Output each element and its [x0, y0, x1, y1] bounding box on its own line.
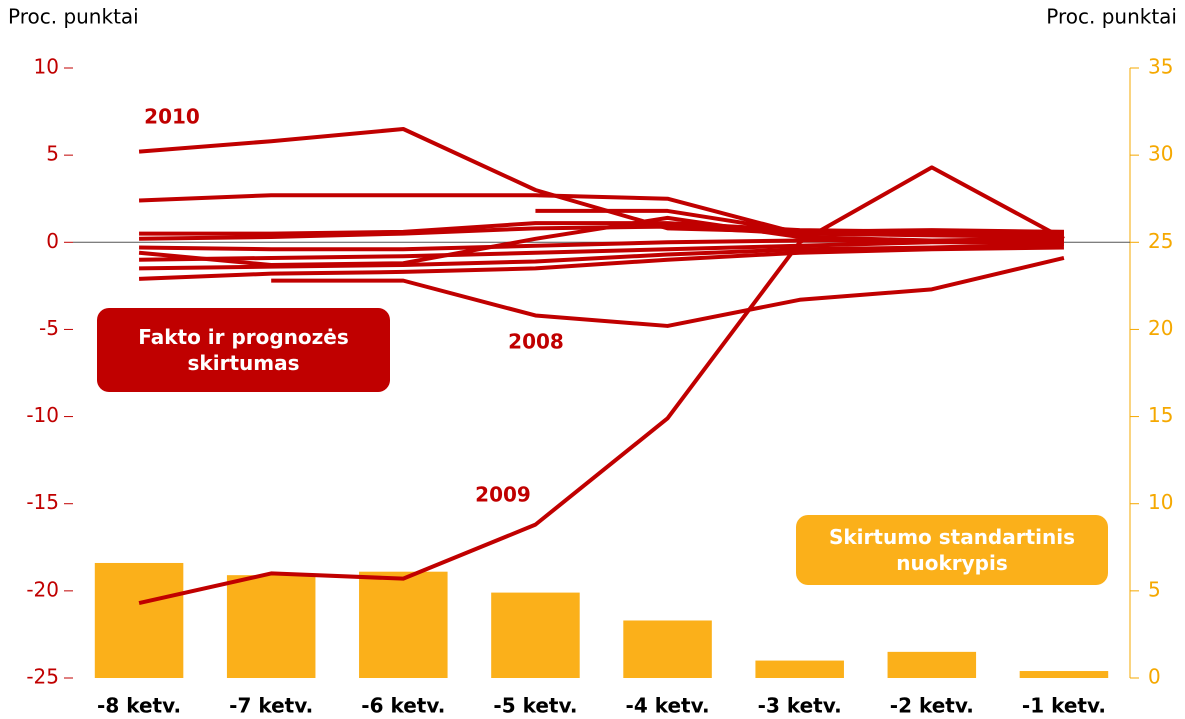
- annotation: 2008: [508, 330, 564, 354]
- y-tick-label: -20: [26, 577, 59, 601]
- y2-tick-label: 35: [1148, 55, 1173, 79]
- y-axis-label: Proc. punktai: [8, 5, 139, 29]
- annotation: 2010: [144, 105, 200, 129]
- x-tick-label: -7 ketv.: [229, 694, 313, 718]
- x-tick-label: -4 ketv.: [626, 694, 710, 718]
- y-tick-label: 5: [46, 142, 59, 166]
- x-tick-label: -5 ketv.: [493, 694, 577, 718]
- annotation: 2009: [475, 483, 531, 507]
- bar: [623, 620, 712, 678]
- y2-tick-label: 10: [1148, 490, 1173, 514]
- line: [139, 242, 1064, 271]
- y-tick-label: -10: [26, 403, 59, 427]
- y2-tick-label: 5: [1148, 577, 1161, 601]
- bar: [359, 571, 448, 678]
- line: [139, 240, 1064, 262]
- bar: [887, 651, 977, 678]
- line: [138, 165, 1065, 606]
- y-tick-label: 10: [34, 55, 59, 79]
- bar: [94, 562, 184, 678]
- y2-tick-label: 30: [1148, 142, 1173, 166]
- bar: [226, 575, 316, 678]
- y-tick-label: -25: [26, 665, 59, 689]
- line: [139, 221, 1064, 236]
- y2-tick-label: 20: [1148, 316, 1173, 340]
- x-tick-label: -2 ketv.: [890, 694, 974, 718]
- y-tick-label: 0: [46, 229, 59, 253]
- y2-tick-label: 15: [1148, 403, 1173, 427]
- bar: [755, 660, 844, 678]
- bar: [491, 592, 580, 678]
- bar: [1019, 671, 1109, 678]
- y2-axis-label: Proc. punktai: [1046, 5, 1177, 29]
- x-tick-label: -8 ketv.: [97, 694, 181, 718]
- annotation-box: Skirtumo standartinis nuokrypis: [796, 515, 1108, 585]
- x-tick-label: -6 ketv.: [361, 694, 445, 718]
- line: [138, 127, 1064, 236]
- y2-tick-label: 0: [1148, 665, 1161, 689]
- x-tick-label: -1 ketv.: [1022, 694, 1106, 718]
- x-tick-label: -3 ketv.: [758, 694, 842, 718]
- y2-tick-label: 25: [1148, 229, 1173, 253]
- line: [271, 256, 1065, 328]
- annotation-box: Fakto ir prognozės skirtumas: [97, 308, 390, 392]
- line: [138, 245, 1064, 281]
- y-tick-label: -5: [39, 316, 59, 340]
- y-tick-label: -15: [26, 490, 59, 514]
